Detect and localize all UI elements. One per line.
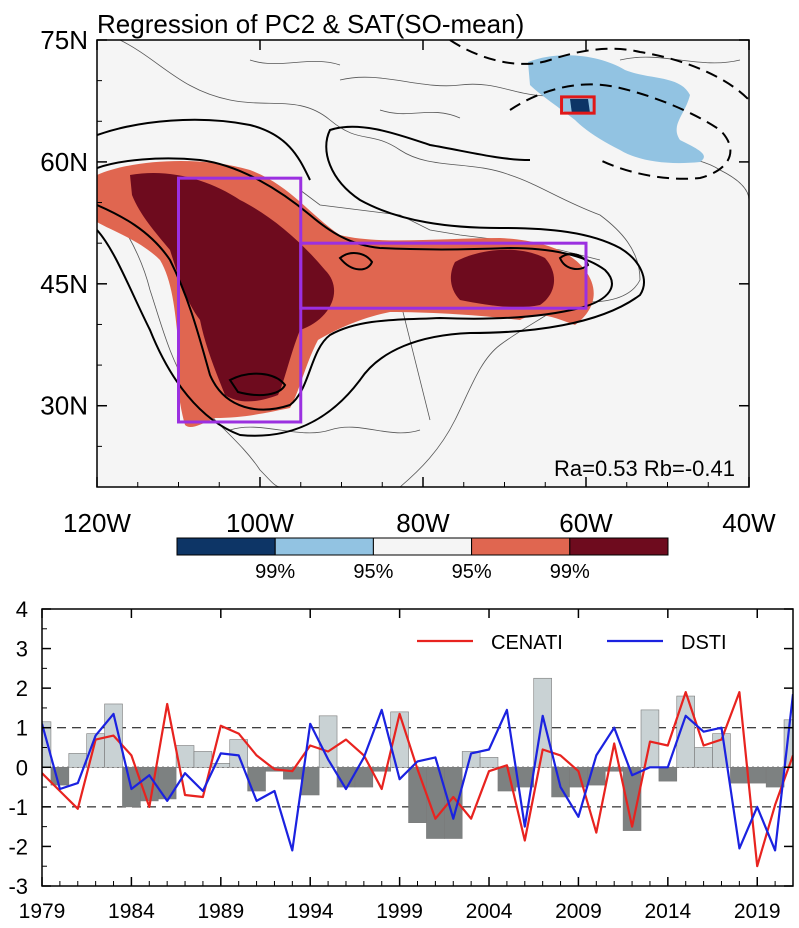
ts-x-tick-label: 1984 (108, 900, 155, 923)
series-line-dsti (42, 693, 793, 852)
pc2-bar (730, 766, 749, 784)
colorbar-segment (471, 537, 571, 556)
negative-99-region (570, 99, 590, 114)
ts-x-tick-label: 1999 (376, 900, 423, 923)
map-panel: Regression of PC2 & SAT(SO-mean) (40, 9, 776, 538)
pc2-bar (479, 757, 499, 768)
pc2-bar (193, 751, 213, 768)
ts-x-tick-label: 2004 (466, 900, 513, 923)
pc2-bar (622, 766, 642, 831)
map-axes: 120W 100W 80W 60W 40W 30N 45N 60N 75N (40, 25, 776, 538)
correlation-annotation: Ra=0.53 Rb=-0.41 (554, 456, 735, 481)
pc2-bar (551, 766, 570, 798)
map-x-tick-label: 80W (396, 508, 450, 538)
colorbar-label: 99% (550, 561, 590, 583)
timeseries-axes: 1979 1984 1989 1994 1999 2004 2009 2014 2019 4 3 2 1… (8, 597, 793, 923)
pc2-bar (354, 766, 374, 788)
pc2-bar (229, 739, 248, 768)
pc2-bar (765, 766, 785, 788)
ts-x-tick-label: 1979 (19, 900, 66, 923)
positive-99-region (130, 172, 335, 402)
colorbar-segment (372, 537, 473, 556)
colorbar-segment (274, 537, 374, 556)
map-x-tick-label: 40W (722, 508, 776, 538)
ts-y-tick-label: 2 (16, 676, 28, 701)
ts-x-tick-label: 2019 (734, 900, 781, 923)
negative-95-region (528, 55, 704, 164)
positive-99-region-east (450, 249, 555, 308)
series-line-cenati (42, 690, 793, 868)
timeseries-background (42, 609, 793, 886)
index-lines (42, 690, 793, 868)
legend-label-cenati: CENATI (491, 632, 563, 654)
region-box-east (299, 241, 588, 310)
ts-y-tick-label: 4 (16, 597, 28, 622)
colorbar-label: 99% (255, 561, 295, 583)
map-y-tick-label: 60N (40, 147, 88, 177)
ts-x-tick-label: 1989 (197, 900, 244, 923)
pc2-bar (408, 766, 427, 823)
colorbar-segment (176, 537, 276, 556)
ts-y-tick-label: 1 (16, 716, 28, 741)
map-x-tick-label: 60W (559, 508, 613, 538)
ts-x-tick-label: 2014 (644, 900, 691, 923)
timeseries-panel: 1979 1984 1989 1994 1999 2004 2009 2014 2019 4 3 2 1… (8, 597, 794, 923)
ts-y-tick-label: -2 (8, 834, 28, 859)
map-y-tick-label: 75N (40, 25, 88, 55)
ts-y-tick-label: 0 (16, 755, 28, 780)
pc2-bar (658, 766, 678, 782)
pc2-bar (283, 766, 302, 780)
legend-label-dsti: DSTI (681, 632, 727, 654)
pc2-bar (372, 766, 391, 772)
legend: CENATI DSTI (417, 632, 727, 654)
pc2-bar (444, 766, 463, 839)
map-y-tick-label: 30N (40, 391, 88, 421)
pc2-bar (676, 695, 695, 768)
ts-x-tick-label: 2009 (555, 900, 602, 923)
ts-y-tick-label: 3 (16, 637, 28, 662)
colorbar-segment (569, 537, 669, 556)
map-y-tick-label: 45N (40, 269, 88, 299)
map-title: Regression of PC2 & SAT(SO-mean) (97, 9, 524, 39)
ts-y-tick-label: -3 (8, 874, 28, 899)
colorbar-label: 95% (353, 561, 393, 583)
significance-shading (97, 55, 704, 428)
ts-x-tick-label: 1994 (287, 900, 334, 923)
pc2-bar (640, 709, 660, 768)
pc2-bar (157, 766, 177, 800)
purple-boxes (177, 95, 596, 424)
pc2-bar (694, 747, 713, 768)
map-x-tick-label: 100W (226, 508, 294, 538)
colorbar-label: 95% (452, 561, 492, 583)
negative-contours (449, 40, 749, 180)
colorbar: 99% 95% 95% 99% (176, 537, 669, 583)
map-x-tick-label: 120W (63, 508, 131, 538)
region-box-north (560, 95, 596, 115)
pc2-bar (747, 766, 767, 784)
ts-y-tick-label: -1 (8, 795, 28, 820)
